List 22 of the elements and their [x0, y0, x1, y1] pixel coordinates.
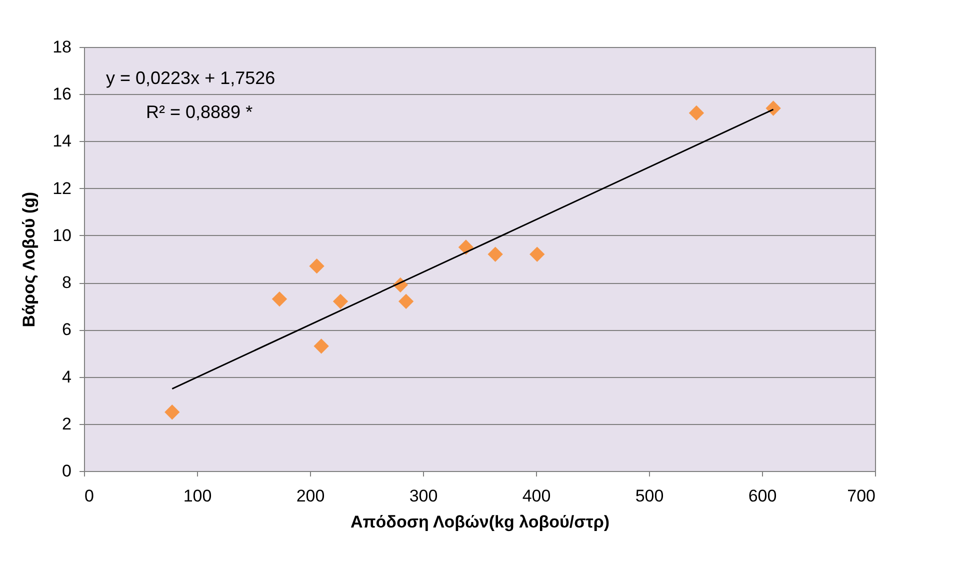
y-tick-label: 0	[62, 462, 72, 480]
y-tick-label: 12	[52, 178, 72, 198]
x-tick-label: 400	[522, 486, 551, 506]
y-tick-label: 2	[62, 414, 72, 434]
y-tick-label: 6	[62, 320, 72, 340]
y-tick-label: 18	[52, 38, 72, 56]
annotation: R² = 0,8889 *	[146, 102, 253, 122]
y-tick-label: 16	[52, 84, 72, 104]
y-tick-label: 14	[52, 132, 72, 151]
y-tick-label: 8	[62, 273, 72, 292]
y-axis-title: Βάρος Λοβού (g)	[20, 192, 39, 328]
x-tick-label: 600	[748, 486, 777, 506]
y-tick-label: 10	[52, 226, 72, 245]
x-tick-label: 500	[635, 486, 664, 506]
annotation: y = 0,0223x + 1,7526	[106, 68, 276, 88]
x-tick-label: 200	[296, 486, 325, 506]
x-tick-label: 700	[847, 486, 876, 506]
x-axis-title: Απόδοση Λοβών(kg λοβού/στρ)	[350, 512, 610, 532]
x-tick-label: 0	[84, 486, 94, 506]
x-tick-label: 100	[183, 486, 212, 506]
y-tick-label: 4	[62, 367, 72, 386]
x-tick-label: 300	[409, 486, 438, 506]
